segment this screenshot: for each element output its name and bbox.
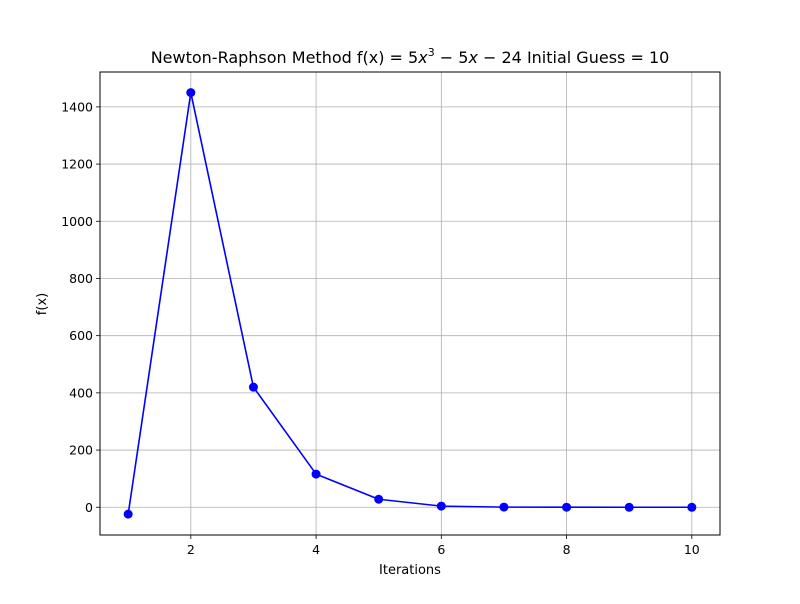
- data-point-marker: [311, 469, 321, 479]
- data-point-marker: [123, 509, 133, 519]
- y-tick-label: 1400: [61, 99, 93, 114]
- data-point-marker: [499, 502, 509, 512]
- title-suffix: − 24 Initial Guess = 10: [478, 48, 669, 67]
- title-middle: − 5: [435, 48, 469, 67]
- x-tick-label: 2: [187, 542, 195, 557]
- y-tick-label: 600: [69, 328, 93, 343]
- x-tick-label: 8: [563, 542, 571, 557]
- y-tick-label: 200: [69, 443, 93, 458]
- title-var-x: x: [417, 48, 428, 67]
- x-axis-label: Iterations: [379, 563, 441, 578]
- y-tick-label: 1000: [61, 214, 93, 229]
- tick-layer: 2 4 6 8 10 0 200 400 600 800 1000 1200 1400: [61, 99, 700, 557]
- chart-title: Newton-Raphson Method f(x) = 5x3 − 5x − …: [151, 46, 670, 67]
- grid-layer: [100, 72, 720, 535]
- data-point-marker: [624, 502, 634, 512]
- data-point-marker: [687, 502, 697, 512]
- title-prefix: Newton-Raphson Method f(x) = 5: [151, 48, 419, 67]
- y-tick-label: 800: [69, 271, 93, 286]
- data-point-marker: [436, 501, 446, 511]
- data-point-marker: [374, 494, 384, 504]
- y-axis-label: f(x): [35, 293, 50, 315]
- y-tick-label: 0: [85, 500, 93, 515]
- data-point-marker: [186, 88, 196, 98]
- title-var-x2: x: [467, 48, 478, 67]
- y-tick-label: 1200: [61, 157, 93, 172]
- series-layer: [123, 88, 697, 519]
- data-point-marker: [562, 502, 572, 512]
- title-exponent: 3: [428, 46, 435, 59]
- data-point-marker: [248, 382, 258, 392]
- y-tick-label: 400: [69, 385, 93, 400]
- plot-area-frame: [99, 71, 721, 536]
- x-tick-label: 6: [437, 542, 445, 557]
- x-tick-label: 10: [684, 542, 700, 557]
- x-tick-label: 4: [312, 542, 320, 557]
- series-line: [127, 91, 692, 515]
